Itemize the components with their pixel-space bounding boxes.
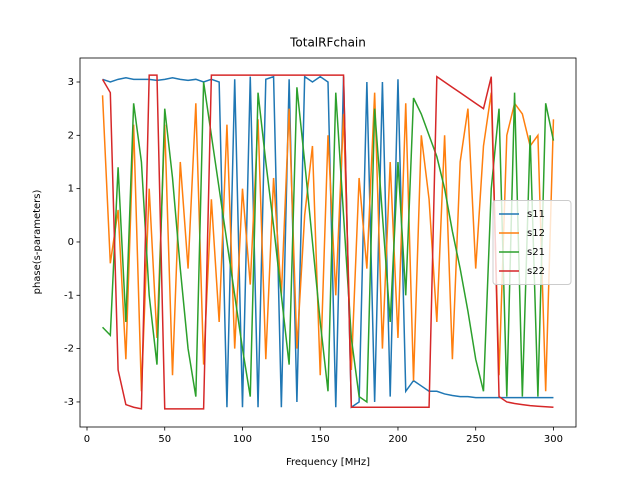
legend-label: s21 — [527, 247, 545, 258]
legend-label: s12 — [527, 228, 545, 239]
y-tick-label: 2 — [68, 130, 74, 141]
legend-box — [492, 200, 572, 285]
y-tick-label: -1 — [64, 290, 74, 301]
legend-label: s11 — [527, 209, 545, 220]
plot-lines — [101, 74, 555, 410]
x-tick-label: 300 — [544, 434, 563, 445]
x-tick-label: 0 — [84, 434, 90, 445]
x-tick-label: 100 — [233, 434, 252, 445]
y-tick-label: 0 — [68, 237, 74, 248]
y-tick-label: 3 — [68, 77, 74, 88]
chart-title: TotalRFchain — [289, 36, 366, 50]
x-tick-label: 50 — [158, 434, 171, 445]
y-tick-label: 1 — [68, 184, 74, 195]
x-tick-label: 250 — [466, 434, 485, 445]
x-tick-label: 150 — [311, 434, 330, 445]
legend-label: s22 — [527, 266, 545, 277]
x-tick-label: 200 — [388, 434, 407, 445]
series-line — [102, 75, 554, 409]
plot-frame — [79, 57, 577, 428]
y-axis-label: phase(s-parameters) — [32, 190, 43, 295]
series-line — [102, 81, 555, 404]
y-tick-label: -2 — [64, 344, 74, 355]
series-line — [101, 74, 554, 410]
y-tick-label: -3 — [64, 397, 74, 408]
x-axis-label: Frequency [MHz] — [286, 457, 370, 468]
